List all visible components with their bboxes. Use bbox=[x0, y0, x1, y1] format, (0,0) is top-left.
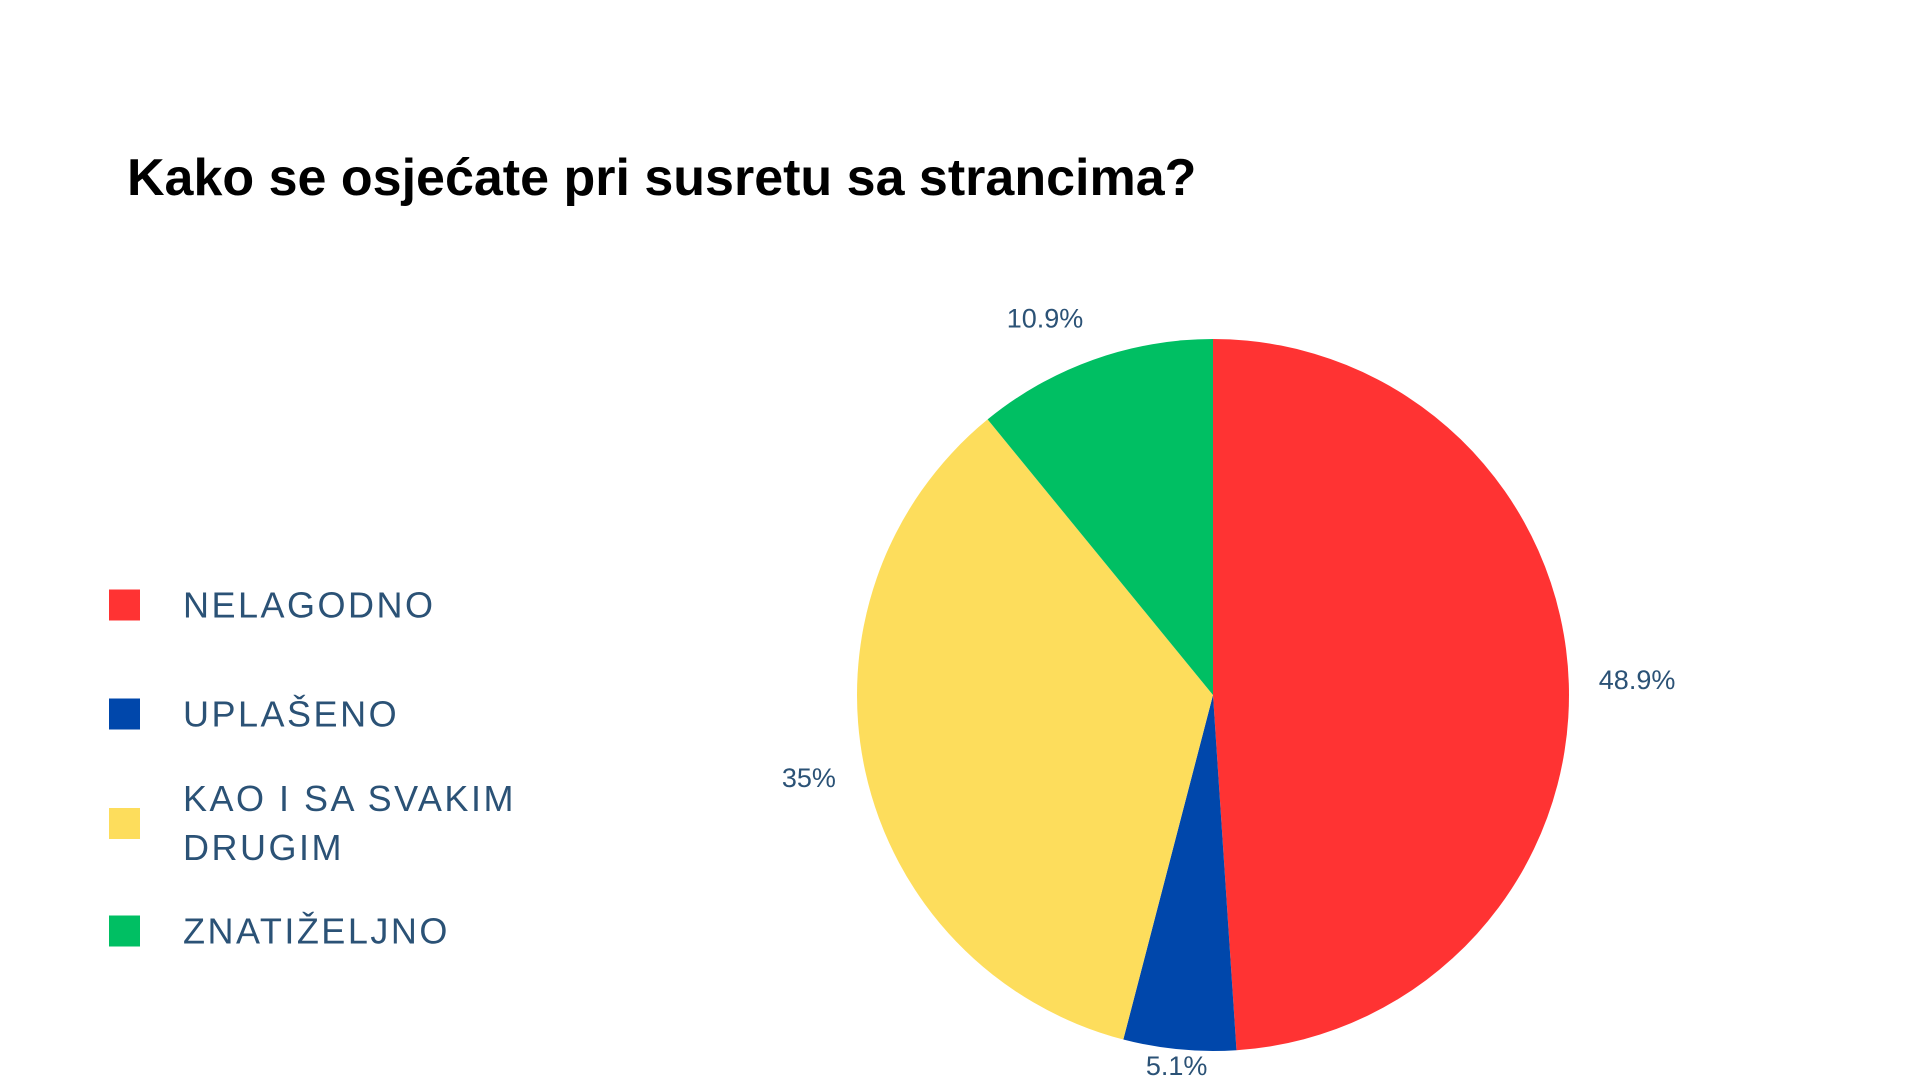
legend-item: ZNATIŽELJNO bbox=[109, 907, 563, 956]
pie-slice bbox=[1213, 339, 1570, 1051]
legend-swatch bbox=[109, 915, 140, 947]
legend-swatch bbox=[109, 807, 140, 839]
legend-label: NELAGODNO bbox=[183, 584, 436, 626]
legend-label: ZNATIŽELJNO bbox=[183, 910, 450, 952]
pie-slice bbox=[1123, 695, 1237, 1051]
legend-swatch bbox=[109, 589, 140, 621]
pie-slice bbox=[987, 339, 1213, 695]
data-label: 10.9% bbox=[1007, 303, 1084, 333]
data-label: 5.1% bbox=[1146, 1051, 1208, 1080]
legend-swatch bbox=[109, 698, 140, 730]
legend-item: UPLAŠENO bbox=[109, 690, 563, 739]
data-label: 35% bbox=[782, 763, 836, 793]
legend-item: KAO I SA SVAKIM DRUGIM bbox=[109, 774, 563, 872]
data-label: 48.9% bbox=[1599, 665, 1676, 695]
pie-slice bbox=[856, 419, 1213, 1040]
legend-item: NELAGODNO bbox=[109, 581, 563, 630]
legend-label: KAO I SA SVAKIM DRUGIM bbox=[183, 778, 516, 868]
legend-label: UPLAŠENO bbox=[183, 693, 400, 735]
chart-title: Kako se osjećate pri susretu sa strancim… bbox=[127, 149, 1197, 207]
